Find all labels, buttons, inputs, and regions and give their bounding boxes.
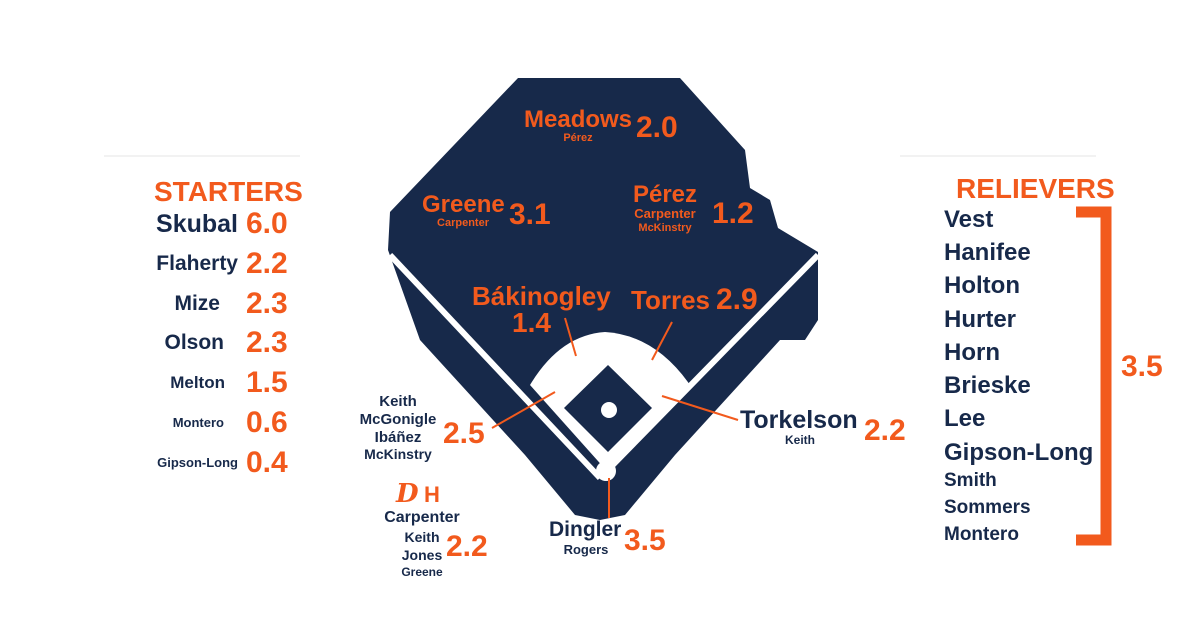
dh-label: H — [424, 482, 440, 507]
first-base-name: Torkelson — [740, 406, 858, 434]
tigers-d-logo: D — [396, 479, 419, 509]
third-base-value: 2.5 — [443, 417, 485, 450]
dh-value: 2.2 — [446, 530, 488, 563]
starter-name: Melton — [170, 373, 225, 392]
starter-value: 2.2 — [246, 247, 288, 280]
reliever-name: Gipson-Long — [944, 439, 1094, 466]
catcher-name: Dingler — [549, 518, 622, 541]
right-foul-line — [597, 252, 821, 481]
third-base-name: McKinstry — [364, 446, 432, 462]
reliever-name: Brieske — [944, 372, 1031, 399]
starter-name: Skubal — [156, 210, 238, 238]
second-base-value: 2.9 — [716, 283, 758, 316]
ss-name: Bákinogley — [472, 281, 611, 311]
field-outline — [388, 78, 818, 520]
first-base-value: 2.2 — [864, 414, 906, 447]
home-plate-area — [596, 461, 616, 481]
rf-backup: McKinstry — [638, 222, 692, 234]
rf-value: 1.2 — [712, 197, 754, 230]
third-base-name: Keith — [379, 393, 417, 410]
reliever-name: Vest — [944, 206, 994, 233]
relievers-bracket — [1076, 206, 1112, 546]
reliever-name: Horn — [944, 339, 1000, 366]
starter-value: 2.3 — [246, 287, 288, 320]
starter-name: Montero — [172, 415, 224, 430]
catcher-backup: Rogers — [563, 542, 609, 557]
dh-name: Jones — [401, 547, 443, 563]
second-base-name: Torres — [631, 285, 710, 315]
pitchers-mound — [601, 402, 617, 418]
ss-pointer — [564, 317, 577, 357]
reliever-name: Smith — [944, 470, 997, 491]
starter-name: Gipson-Long — [157, 455, 238, 470]
reliever-name: Holton — [944, 272, 1020, 299]
dh-name: Keith — [404, 529, 440, 545]
lf-backup: Carpenter — [437, 217, 489, 229]
third-base-name: Ibáñez — [374, 429, 422, 446]
relievers-title: RELIEVERS — [956, 173, 1115, 204]
starter-value: 6.0 — [246, 207, 288, 240]
reliever-name: Montero — [944, 524, 1019, 545]
relievers-value: 3.5 — [1121, 350, 1163, 383]
starter-value: 0.4 — [246, 446, 288, 479]
reliever-name: Lee — [944, 405, 986, 432]
starter-name: Mize — [174, 292, 220, 315]
dh-name: Carpenter — [384, 509, 460, 526]
lf-name: Greene — [422, 191, 505, 218]
cf-backup: Pérez — [563, 132, 593, 144]
cf-name: Meadows — [524, 106, 633, 133]
cf-value: 2.0 — [636, 111, 678, 144]
rf-name: Pérez — [632, 181, 698, 208]
starter-value: 2.3 — [246, 326, 288, 359]
starter-name: Flaherty — [156, 252, 238, 275]
second-base-pointer — [651, 321, 673, 361]
dh-name: Greene — [401, 565, 443, 579]
third-base-name: McGonigle — [359, 411, 437, 428]
rf-backup: Carpenter — [634, 206, 696, 221]
lf-value: 3.1 — [509, 198, 551, 231]
first-base-pointer — [661, 395, 739, 421]
third-base-pointer — [491, 391, 556, 429]
first-base-backup: Keith — [785, 433, 815, 447]
catcher-value: 3.5 — [624, 524, 666, 557]
starter-value: 0.6 — [246, 406, 288, 439]
reliever-name: Sommers — [944, 497, 1031, 518]
reliever-name: Hanifee — [944, 239, 1031, 266]
left-foul-line — [387, 252, 603, 481]
ss-value: 1.4 — [512, 307, 551, 338]
starter-name: Olson — [164, 331, 224, 354]
reliever-name: Hurter — [944, 306, 1017, 333]
starters-title: STARTERS — [154, 176, 303, 207]
starter-value: 1.5 — [246, 366, 288, 399]
